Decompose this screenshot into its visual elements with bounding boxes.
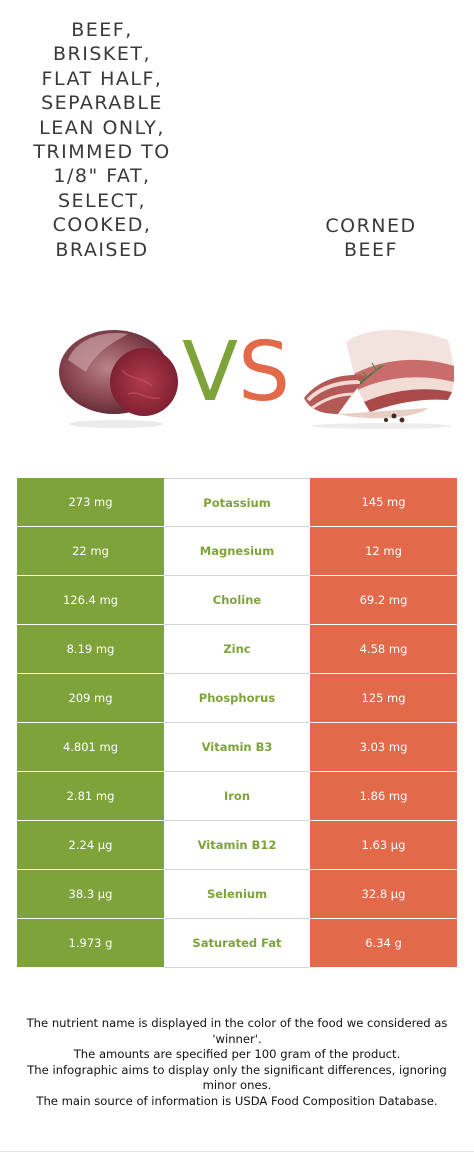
nutrient-name: Choline xyxy=(164,576,310,625)
right-value: 125 mg xyxy=(310,674,457,723)
table-row: 4.801 mg Vitamin B3 3.03 mg xyxy=(17,723,457,772)
right-value: 4.58 mg xyxy=(310,625,457,674)
vs-label: V S xyxy=(182,326,290,412)
left-value: 1.973 g xyxy=(17,919,164,968)
table-row: 209 mg Phosphorus 125 mg xyxy=(17,674,457,723)
left-value: 126.4 mg xyxy=(17,576,164,625)
food-right-title: Corned beef xyxy=(325,215,417,262)
table-row: 2.81 mg Iron 1.86 mg xyxy=(17,772,457,821)
left-value: 8.19 mg xyxy=(17,625,164,674)
right-value: 32.8 µg xyxy=(310,870,457,919)
nutrient-name: Selenium xyxy=(164,870,310,919)
left-value: 2.81 mg xyxy=(17,772,164,821)
footer-note-aim: The infographic aims to display only the… xyxy=(27,1062,447,1093)
nutrient-name: Zinc xyxy=(164,625,310,674)
right-value: 1.63 µg xyxy=(310,821,457,870)
nutrient-name: Phosphorus xyxy=(164,674,310,723)
nutrient-name: Vitamin B3 xyxy=(164,723,310,772)
nutrient-name: Saturated Fat xyxy=(164,919,310,968)
nutrient-name: Potassium xyxy=(164,478,310,527)
food-left-title: Beef, brisket, flat half, separable lean… xyxy=(33,19,171,261)
nutrient-name: Vitamin B12 xyxy=(164,821,310,870)
left-value: 38.3 µg xyxy=(17,870,164,919)
table-row: 1.973 g Saturated Fat 6.34 g xyxy=(17,919,457,968)
footer-note-source: The main source of information is USDA F… xyxy=(36,1093,438,1108)
table-row: 273 mg Potassium 145 mg xyxy=(17,478,457,527)
table-row: 2.24 µg Vitamin B12 1.63 µg xyxy=(17,821,457,870)
nutrient-name: Iron xyxy=(164,772,310,821)
left-value: 4.801 mg xyxy=(17,723,164,772)
footer-note-winner: The nutrient name is displayed in the co… xyxy=(26,1016,448,1046)
table-row: 38.3 µg Selenium 32.8 µg xyxy=(17,870,457,919)
right-value: 1.86 mg xyxy=(310,772,457,821)
vs-letter-s: S xyxy=(238,326,290,412)
right-value: 69.2 mg xyxy=(310,576,457,625)
left-value: 209 mg xyxy=(17,674,164,723)
corned-beef-image xyxy=(304,329,454,429)
left-value: 273 mg xyxy=(17,478,164,527)
beef-roast-image xyxy=(59,330,178,428)
left-value: 22 mg xyxy=(17,527,164,576)
nutrient-name: Magnesium xyxy=(164,527,310,576)
right-value: 3.03 mg xyxy=(310,723,457,772)
right-value: 12 mg xyxy=(310,527,457,576)
table-row: 22 mg Magnesium 12 mg xyxy=(17,527,457,576)
table-row: 126.4 mg Choline 69.2 mg xyxy=(17,576,457,625)
vs-letter-v: V xyxy=(182,326,238,412)
bottom-divider xyxy=(0,1151,474,1152)
left-value: 2.24 µg xyxy=(17,821,164,870)
right-value: 145 mg xyxy=(310,478,457,527)
right-value: 6.34 g xyxy=(310,919,457,968)
nutrient-comparison-table: 273 mg Potassium 145 mg 22 mg Magnesium … xyxy=(17,478,457,968)
footer-note-amounts: The amounts are specified per 100 gram o… xyxy=(73,1047,401,1061)
table-row: 8.19 mg Zinc 4.58 mg xyxy=(17,625,457,674)
footer-notes: The nutrient name is displayed in the co… xyxy=(14,1016,460,1109)
